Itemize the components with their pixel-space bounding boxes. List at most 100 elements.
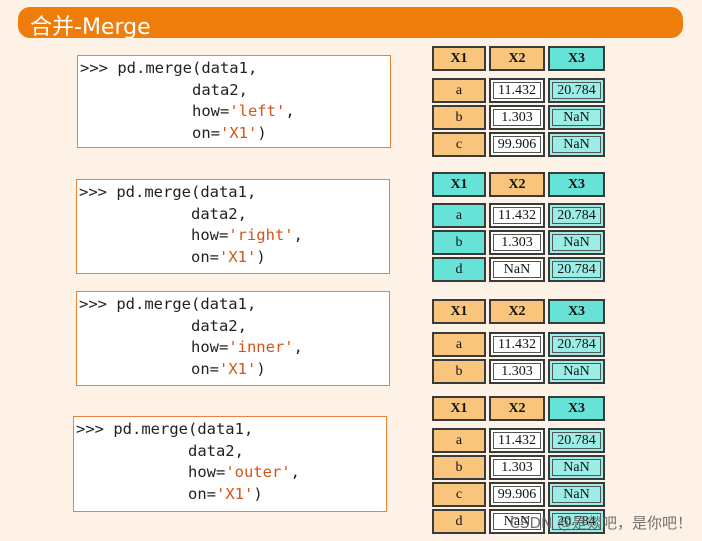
table-cell: NaN: [489, 509, 545, 534]
code-token: 'X1': [219, 123, 258, 142]
table-cell: NaN: [548, 230, 605, 255]
table-cell: 99.906: [489, 482, 545, 507]
code-token: 'inner': [228, 338, 294, 356]
code-line: how='left',: [80, 101, 390, 123]
code-token: ): [256, 247, 266, 266]
header-bar: 合并-Merge: [18, 7, 683, 40]
code-token: 'X1': [215, 484, 254, 503]
code-token: 'left': [229, 102, 286, 120]
table-cell: X1: [432, 299, 486, 324]
table-cell: 20.784: [548, 203, 605, 228]
code-token: >>> pd.merge(data1,: [79, 183, 257, 201]
table-cell: NaN: [548, 105, 605, 130]
code-token: 'right': [228, 226, 294, 244]
table-cell: X3: [548, 172, 605, 197]
table-cell: NaN: [548, 455, 605, 480]
code-line: how='right',: [79, 225, 389, 247]
table-cell: a: [432, 332, 486, 357]
code-token: ,: [293, 226, 303, 244]
code-token: data2,: [76, 441, 244, 460]
code-line: data2,: [79, 316, 389, 338]
table-cell: 1.303: [489, 455, 545, 480]
code-line: >>> pd.merge(data1,: [80, 58, 390, 80]
code-token: 'X1': [218, 359, 257, 378]
code-line: on='X1'): [80, 123, 390, 145]
code-token: ,: [293, 338, 303, 356]
code-token: 'outer': [225, 463, 291, 481]
table-cell: X3: [548, 396, 605, 421]
code-line: >>> pd.merge(data1,: [76, 419, 386, 441]
code-block: >>> pd.merge(data1, data2, how='inner', …: [76, 291, 390, 386]
code-token: on=: [80, 123, 220, 142]
table-cell: 99.906: [489, 132, 545, 157]
table-cell: 20.784: [548, 257, 605, 282]
table-cell: 20.784: [548, 332, 605, 357]
code-token: ): [256, 359, 266, 378]
code-line: >>> pd.merge(data1,: [79, 294, 389, 316]
table-cell: X2: [489, 46, 545, 71]
table-cell: d: [432, 257, 486, 282]
title: 合并-Merge: [30, 15, 151, 40]
code-token: data2,: [79, 204, 247, 223]
table-cell: X2: [489, 172, 545, 197]
code-token: ): [257, 123, 267, 142]
table-cell: 11.432: [489, 332, 545, 357]
code-token: ,: [290, 463, 300, 481]
code-line: on='X1'): [79, 359, 389, 381]
table-cell: a: [432, 203, 486, 228]
table-cell: 20.784: [548, 509, 605, 534]
table-cell: 11.432: [489, 78, 545, 103]
table-cell: X1: [432, 172, 486, 197]
table-cell: a: [432, 78, 486, 103]
code-token: >>> pd.merge(data1,: [79, 295, 257, 313]
code-token: >>> pd.merge(data1,: [80, 59, 258, 77]
code-block: >>> pd.merge(data1, data2, how='outer', …: [73, 416, 387, 512]
code-token: how=: [79, 226, 229, 244]
table-cell: 11.432: [489, 203, 545, 228]
code-line: data2,: [76, 441, 386, 463]
code-token: ,: [285, 102, 295, 120]
table-cell: 20.784: [548, 428, 605, 453]
code-token: ): [253, 484, 263, 503]
table-cell: X2: [489, 299, 545, 324]
table-cell: X1: [432, 46, 486, 71]
code-token: how=: [79, 338, 229, 356]
code-token: >>> pd.merge(data1,: [76, 420, 254, 438]
table-cell: 1.303: [489, 230, 545, 255]
table-cell: NaN: [489, 257, 545, 282]
table-cell: 20.784: [548, 78, 605, 103]
code-line: >>> pd.merge(data1,: [79, 182, 389, 204]
code-line: data2,: [79, 204, 389, 226]
table-cell: a: [432, 428, 486, 453]
table-cell: c: [432, 132, 486, 157]
code-line: data2,: [80, 80, 390, 102]
table-cell: 1.303: [489, 105, 545, 130]
table-cell: NaN: [548, 482, 605, 507]
table-cell: X1: [432, 396, 486, 421]
table-cell: c: [432, 482, 486, 507]
code-block: >>> pd.merge(data1, data2, how='left', o…: [77, 55, 391, 148]
code-line: on='X1'): [79, 247, 389, 269]
table-cell: 11.432: [489, 428, 545, 453]
code-line: how='outer',: [76, 462, 386, 484]
code-token: on=: [76, 484, 216, 503]
table-cell: b: [432, 230, 486, 255]
table-cell: b: [432, 359, 486, 384]
table-cell: b: [432, 105, 486, 130]
code-token: how=: [76, 463, 226, 481]
code-block: >>> pd.merge(data1, data2, how='right', …: [76, 179, 390, 274]
code-token: on=: [79, 359, 219, 378]
table-cell: X3: [548, 46, 605, 71]
table-cell: NaN: [548, 132, 605, 157]
table-cell: NaN: [548, 359, 605, 384]
code-line: on='X1'): [76, 484, 386, 506]
code-token: data2,: [80, 80, 248, 99]
watermark: CSDN @是燚吧，是你吧！: [509, 514, 692, 532]
code-line: how='inner',: [79, 337, 389, 359]
code-token: data2,: [79, 316, 247, 335]
table-cell: 1.303: [489, 359, 545, 384]
code-token: 'X1': [218, 247, 257, 266]
code-token: on=: [79, 247, 219, 266]
table-cell: d: [432, 509, 486, 534]
